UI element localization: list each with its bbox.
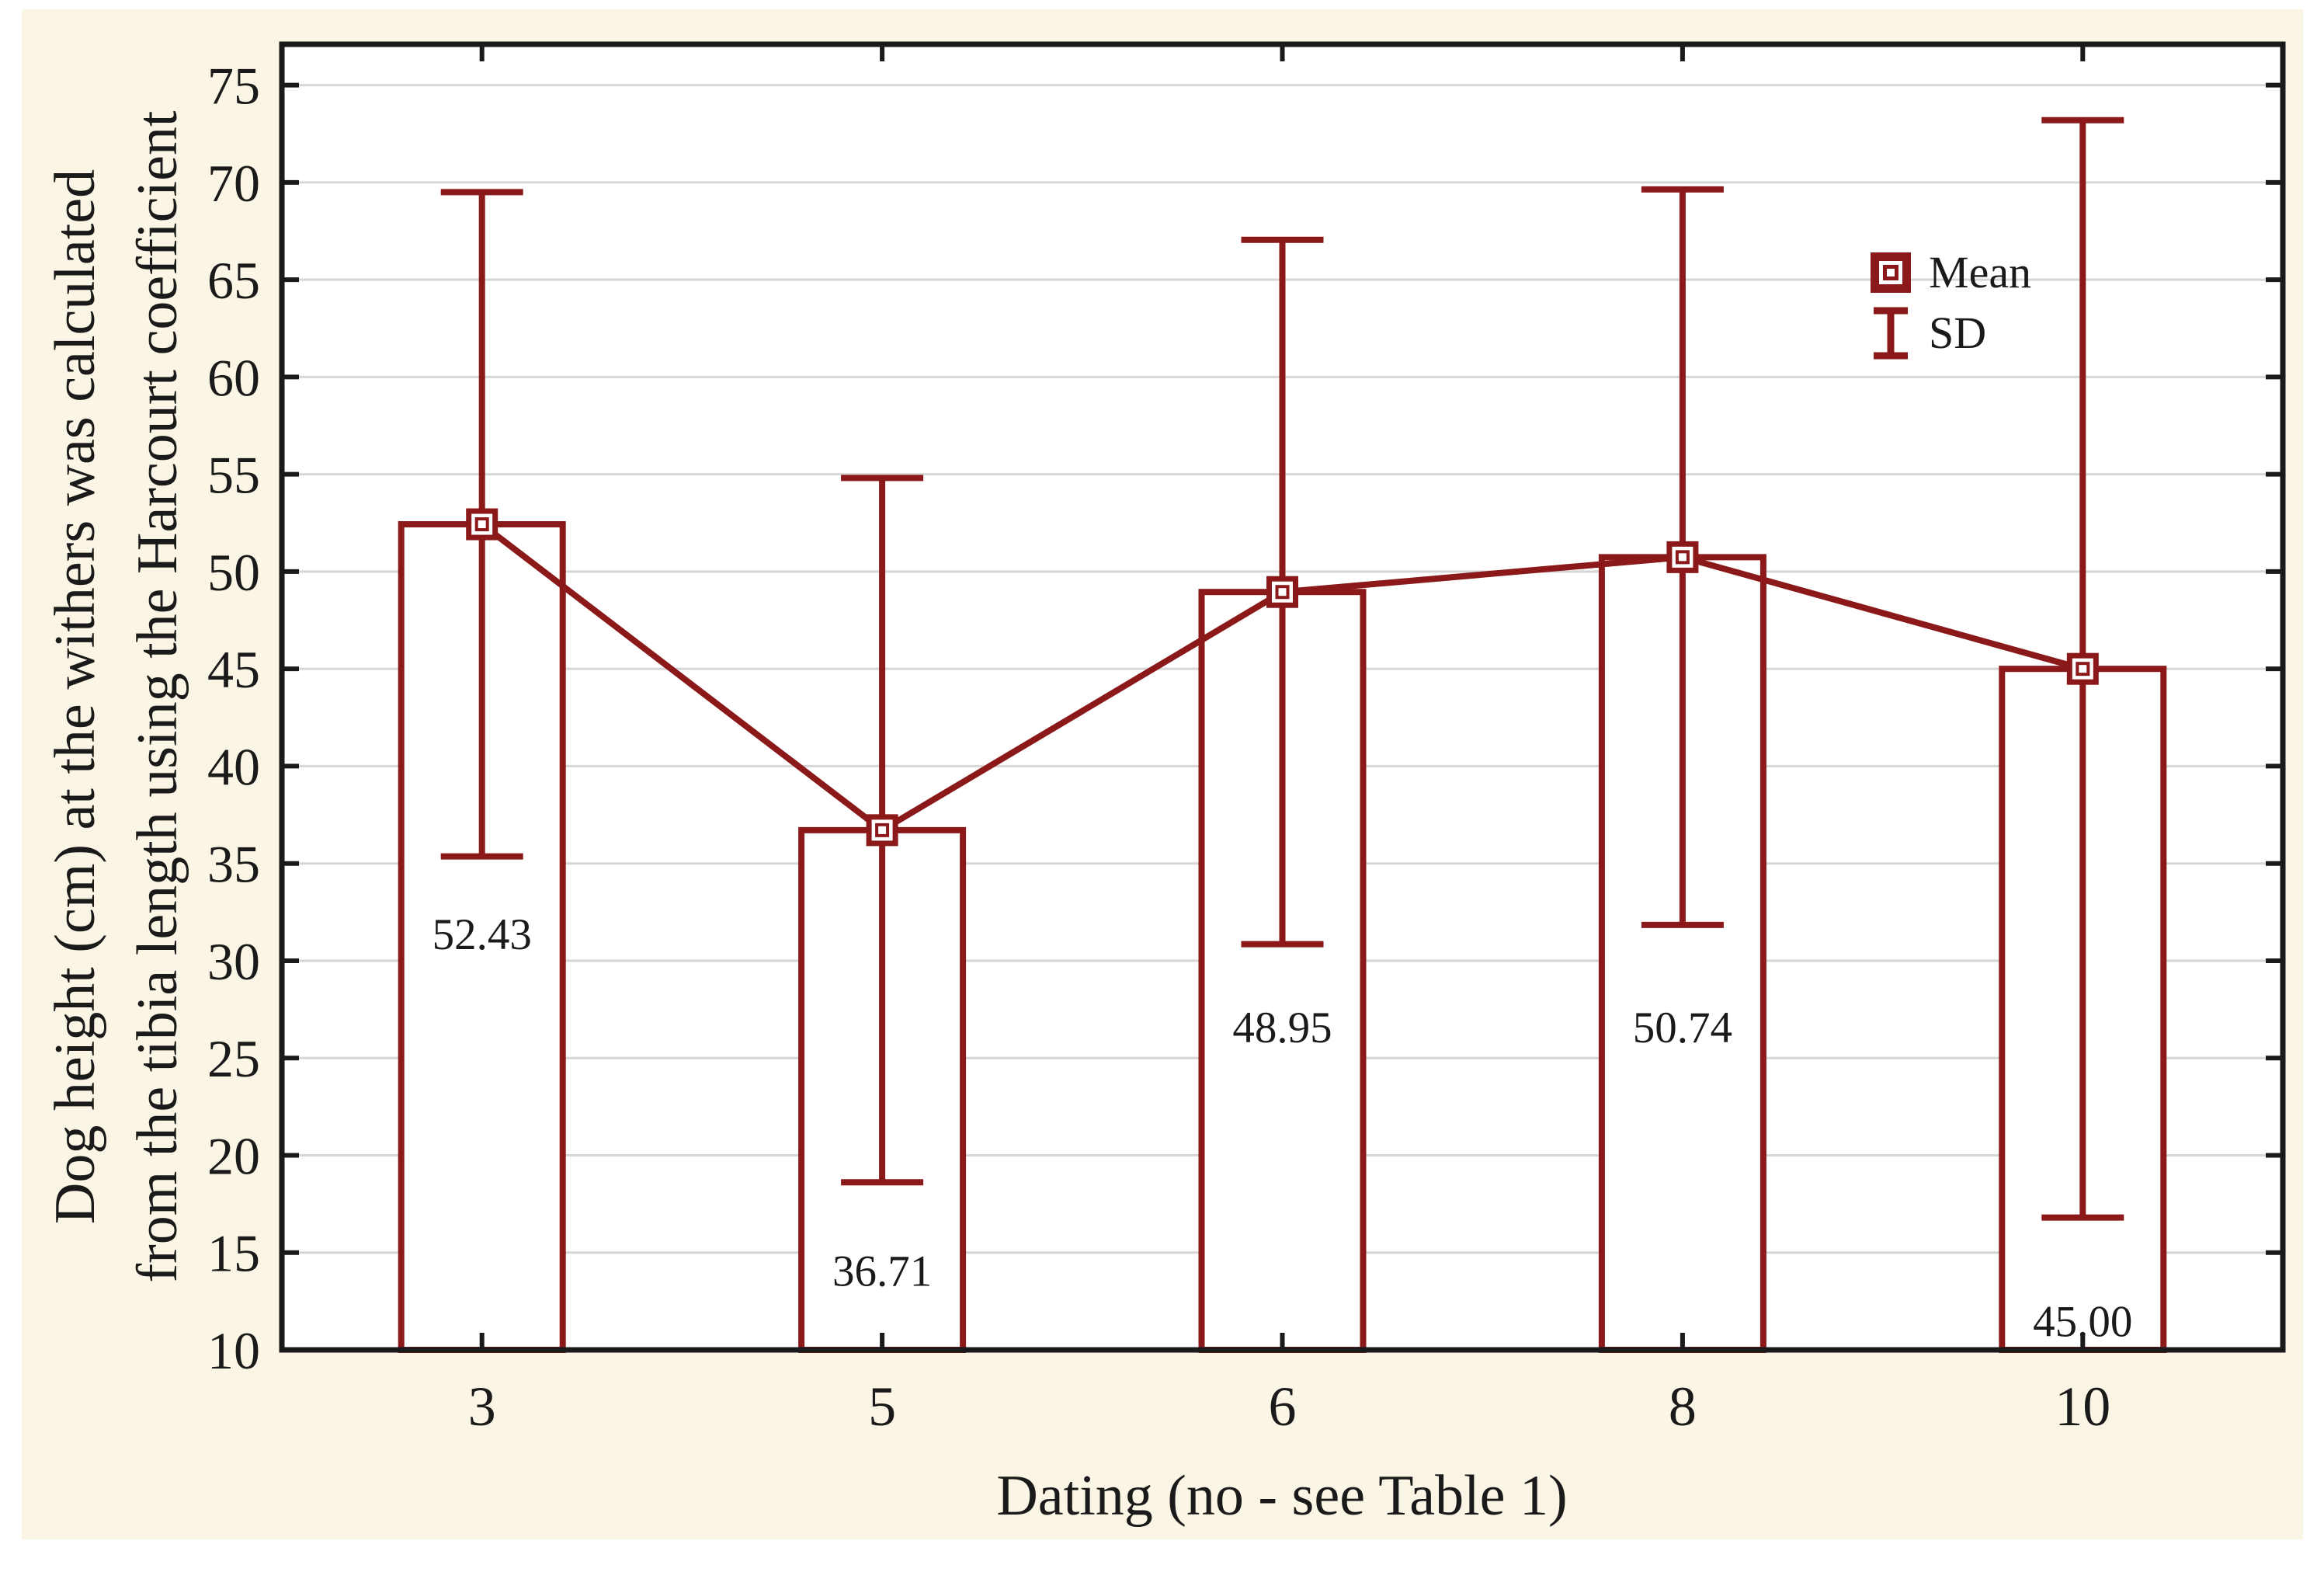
x-category-label: 5 <box>868 1376 896 1438</box>
mean-marker <box>866 814 898 847</box>
mean-marker-icon <box>1871 252 1911 293</box>
y-tick-label: 15 <box>207 1224 260 1283</box>
x-category-label: 3 <box>468 1376 496 1438</box>
y-tick-label: 40 <box>207 737 260 796</box>
y-tick-label: 20 <box>207 1126 260 1185</box>
mean-marker-inner <box>2076 662 2090 676</box>
y-tick-label: 75 <box>207 57 260 116</box>
y-tick-label: 70 <box>207 154 260 213</box>
y-tick-label: 60 <box>207 348 260 407</box>
y-tick-label: 55 <box>207 446 260 505</box>
bar-value-label: 52.43 <box>432 910 532 959</box>
bar-value-label: 36.71 <box>832 1247 932 1296</box>
legend-item-mean: Mean <box>1867 245 2031 300</box>
mean-marker-inner <box>1275 585 1290 600</box>
y-tick-label: 30 <box>207 932 260 991</box>
mean-marker-inner <box>875 823 890 837</box>
x-axis-title: Dating (no - see Table 1) <box>996 1464 1568 1528</box>
legend-item-sd: SD <box>1867 306 2031 360</box>
legend-label-mean: Mean <box>1929 247 2032 297</box>
y-axis-title-line1: Dog height (cm) at the withers was calcu… <box>43 169 107 1225</box>
sd-error-bar-icon <box>1874 307 1908 360</box>
bar-value-label: 50.74 <box>1633 1003 1732 1052</box>
legend-label-sd: SD <box>1929 308 1987 358</box>
mean-marker-inner <box>474 517 489 532</box>
y-tick-label: 65 <box>207 251 260 310</box>
y-tick-label: 35 <box>207 835 260 894</box>
y-tick-label: 10 <box>207 1321 260 1380</box>
legend: Mean SD <box>1867 245 2031 360</box>
y-axis-title: Dog height (cm) at the withers was calcu… <box>34 0 199 1435</box>
y-axis-title-line2: from the tibia length using the Harcourt… <box>126 110 189 1283</box>
x-category-label: 6 <box>1269 1376 1297 1438</box>
y-tick-label: 45 <box>207 640 260 699</box>
y-tick-label: 50 <box>207 543 260 602</box>
x-category-label: 10 <box>2055 1376 2110 1438</box>
y-tick-label: 25 <box>207 1029 260 1088</box>
mean-marker-inner <box>1675 550 1690 565</box>
x-category-label: 8 <box>1669 1376 1697 1438</box>
bar-value-label: 45.00 <box>2033 1297 2132 1346</box>
bar-value-label: 48.95 <box>1232 1003 1332 1052</box>
